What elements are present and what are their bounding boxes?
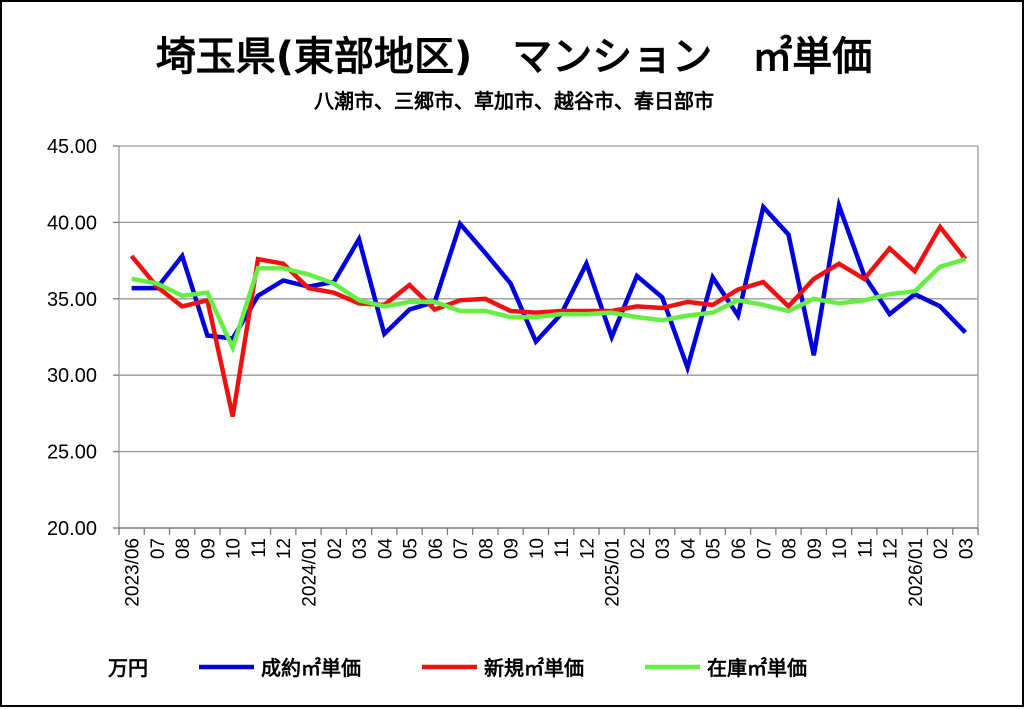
x-tick-label: 02: [628, 538, 649, 559]
legend-label-2: 新規㎡単価: [484, 656, 584, 680]
x-tick-label: 12: [881, 538, 902, 559]
x-tick-label: 02: [325, 538, 346, 559]
y-tick-label: 25.00: [47, 442, 97, 464]
x-tick-label: 2023/06: [123, 538, 144, 607]
x-tick-label: 05: [704, 538, 725, 559]
x-tick-label: 09: [805, 538, 826, 559]
x-tick-labels: 2023/06 07 08 09 10 11 12 2024/01 02 03 04 05 06 07 08…: [123, 538, 978, 607]
x-tick-label: 08: [173, 538, 194, 559]
x-tick-label: 07: [451, 538, 472, 559]
series-line-2: [129, 222, 968, 417]
x-tick-label: 10: [224, 538, 245, 559]
axis-layer: [113, 145, 979, 535]
x-tick-label: 06: [426, 538, 447, 559]
x-tick-label: 10: [527, 538, 548, 559]
y-tick-label: 35.00: [47, 289, 97, 311]
x-tick-label: 02: [931, 538, 952, 559]
y-tick-labels: 45.00 40.00 35.00 30.00 25.00 20.00: [47, 136, 97, 540]
x-tick-label: 08: [476, 538, 497, 559]
legend-label-1: 成約㎡単価: [261, 656, 361, 680]
x-tick-label: 09: [502, 538, 523, 559]
x-tick-label: 03: [956, 538, 977, 559]
series-lines: [129, 196, 968, 417]
chart-title: 埼玉県(東部地区) マンション ㎡単価: [156, 34, 873, 80]
x-tick-label: 2024/01: [299, 538, 320, 607]
legend-label-3: 在庫㎡単価: [707, 656, 807, 680]
legend: 成約㎡単価 新規㎡単価 在庫㎡単価: [199, 656, 807, 680]
x-tick-label: 12: [577, 538, 598, 559]
x-tick-label: 11: [552, 538, 573, 558]
chart-subtitle: 八潮市、三郷市、草加市、越谷市、春日部市: [314, 89, 714, 113]
x-tick-label: 04: [375, 538, 396, 560]
x-tick-label: 07: [148, 538, 169, 559]
y-tick-label: 40.00: [47, 212, 97, 234]
x-tick-label: 03: [653, 538, 674, 559]
x-tick-label: 03: [350, 538, 371, 559]
unit-label: 万円: [107, 656, 148, 680]
x-tick-label: 2025/01: [603, 538, 624, 607]
x-tick-label: 05: [401, 538, 422, 559]
x-tick-label: 06: [729, 538, 750, 559]
y-tick-label: 30.00: [47, 365, 97, 387]
x-tick-label: 12: [274, 538, 295, 559]
x-tick-label: 10: [830, 538, 851, 559]
y-tick-label: 20.00: [47, 518, 97, 540]
series-line-3: [131, 256, 967, 354]
y-tick-label: 45.00: [47, 136, 97, 158]
x-tick-label: 11: [249, 538, 270, 558]
x-tick-label: 11: [855, 538, 876, 558]
x-tick-label: 2026/01: [906, 538, 927, 607]
x-tick-label: 08: [780, 538, 801, 559]
x-tick-label: 09: [198, 538, 219, 559]
series-line-1: [131, 196, 968, 375]
x-tick-label: 07: [754, 538, 775, 559]
x-tick-label: 04: [678, 538, 699, 560]
